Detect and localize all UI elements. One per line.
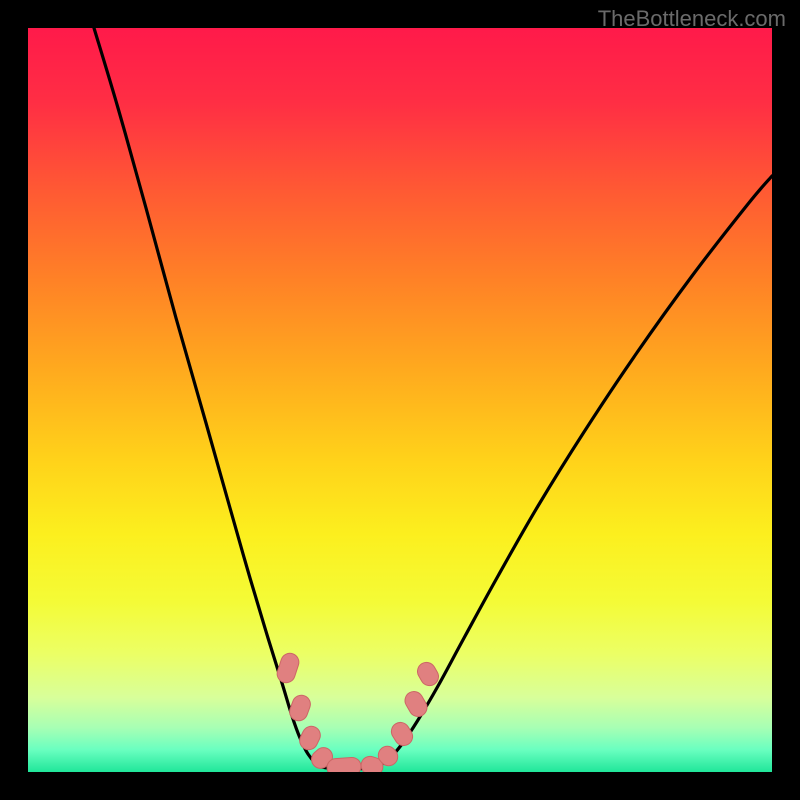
- marker-capsule: [402, 688, 431, 720]
- marker-capsule: [275, 651, 301, 685]
- marker-capsule: [388, 719, 416, 749]
- marker-capsule: [414, 659, 442, 689]
- chart-markers: [28, 28, 772, 772]
- watermark-text: TheBottleneck.com: [598, 6, 786, 32]
- plot-area: [28, 28, 772, 772]
- marker-capsule: [326, 757, 361, 772]
- marker-capsule: [287, 693, 313, 724]
